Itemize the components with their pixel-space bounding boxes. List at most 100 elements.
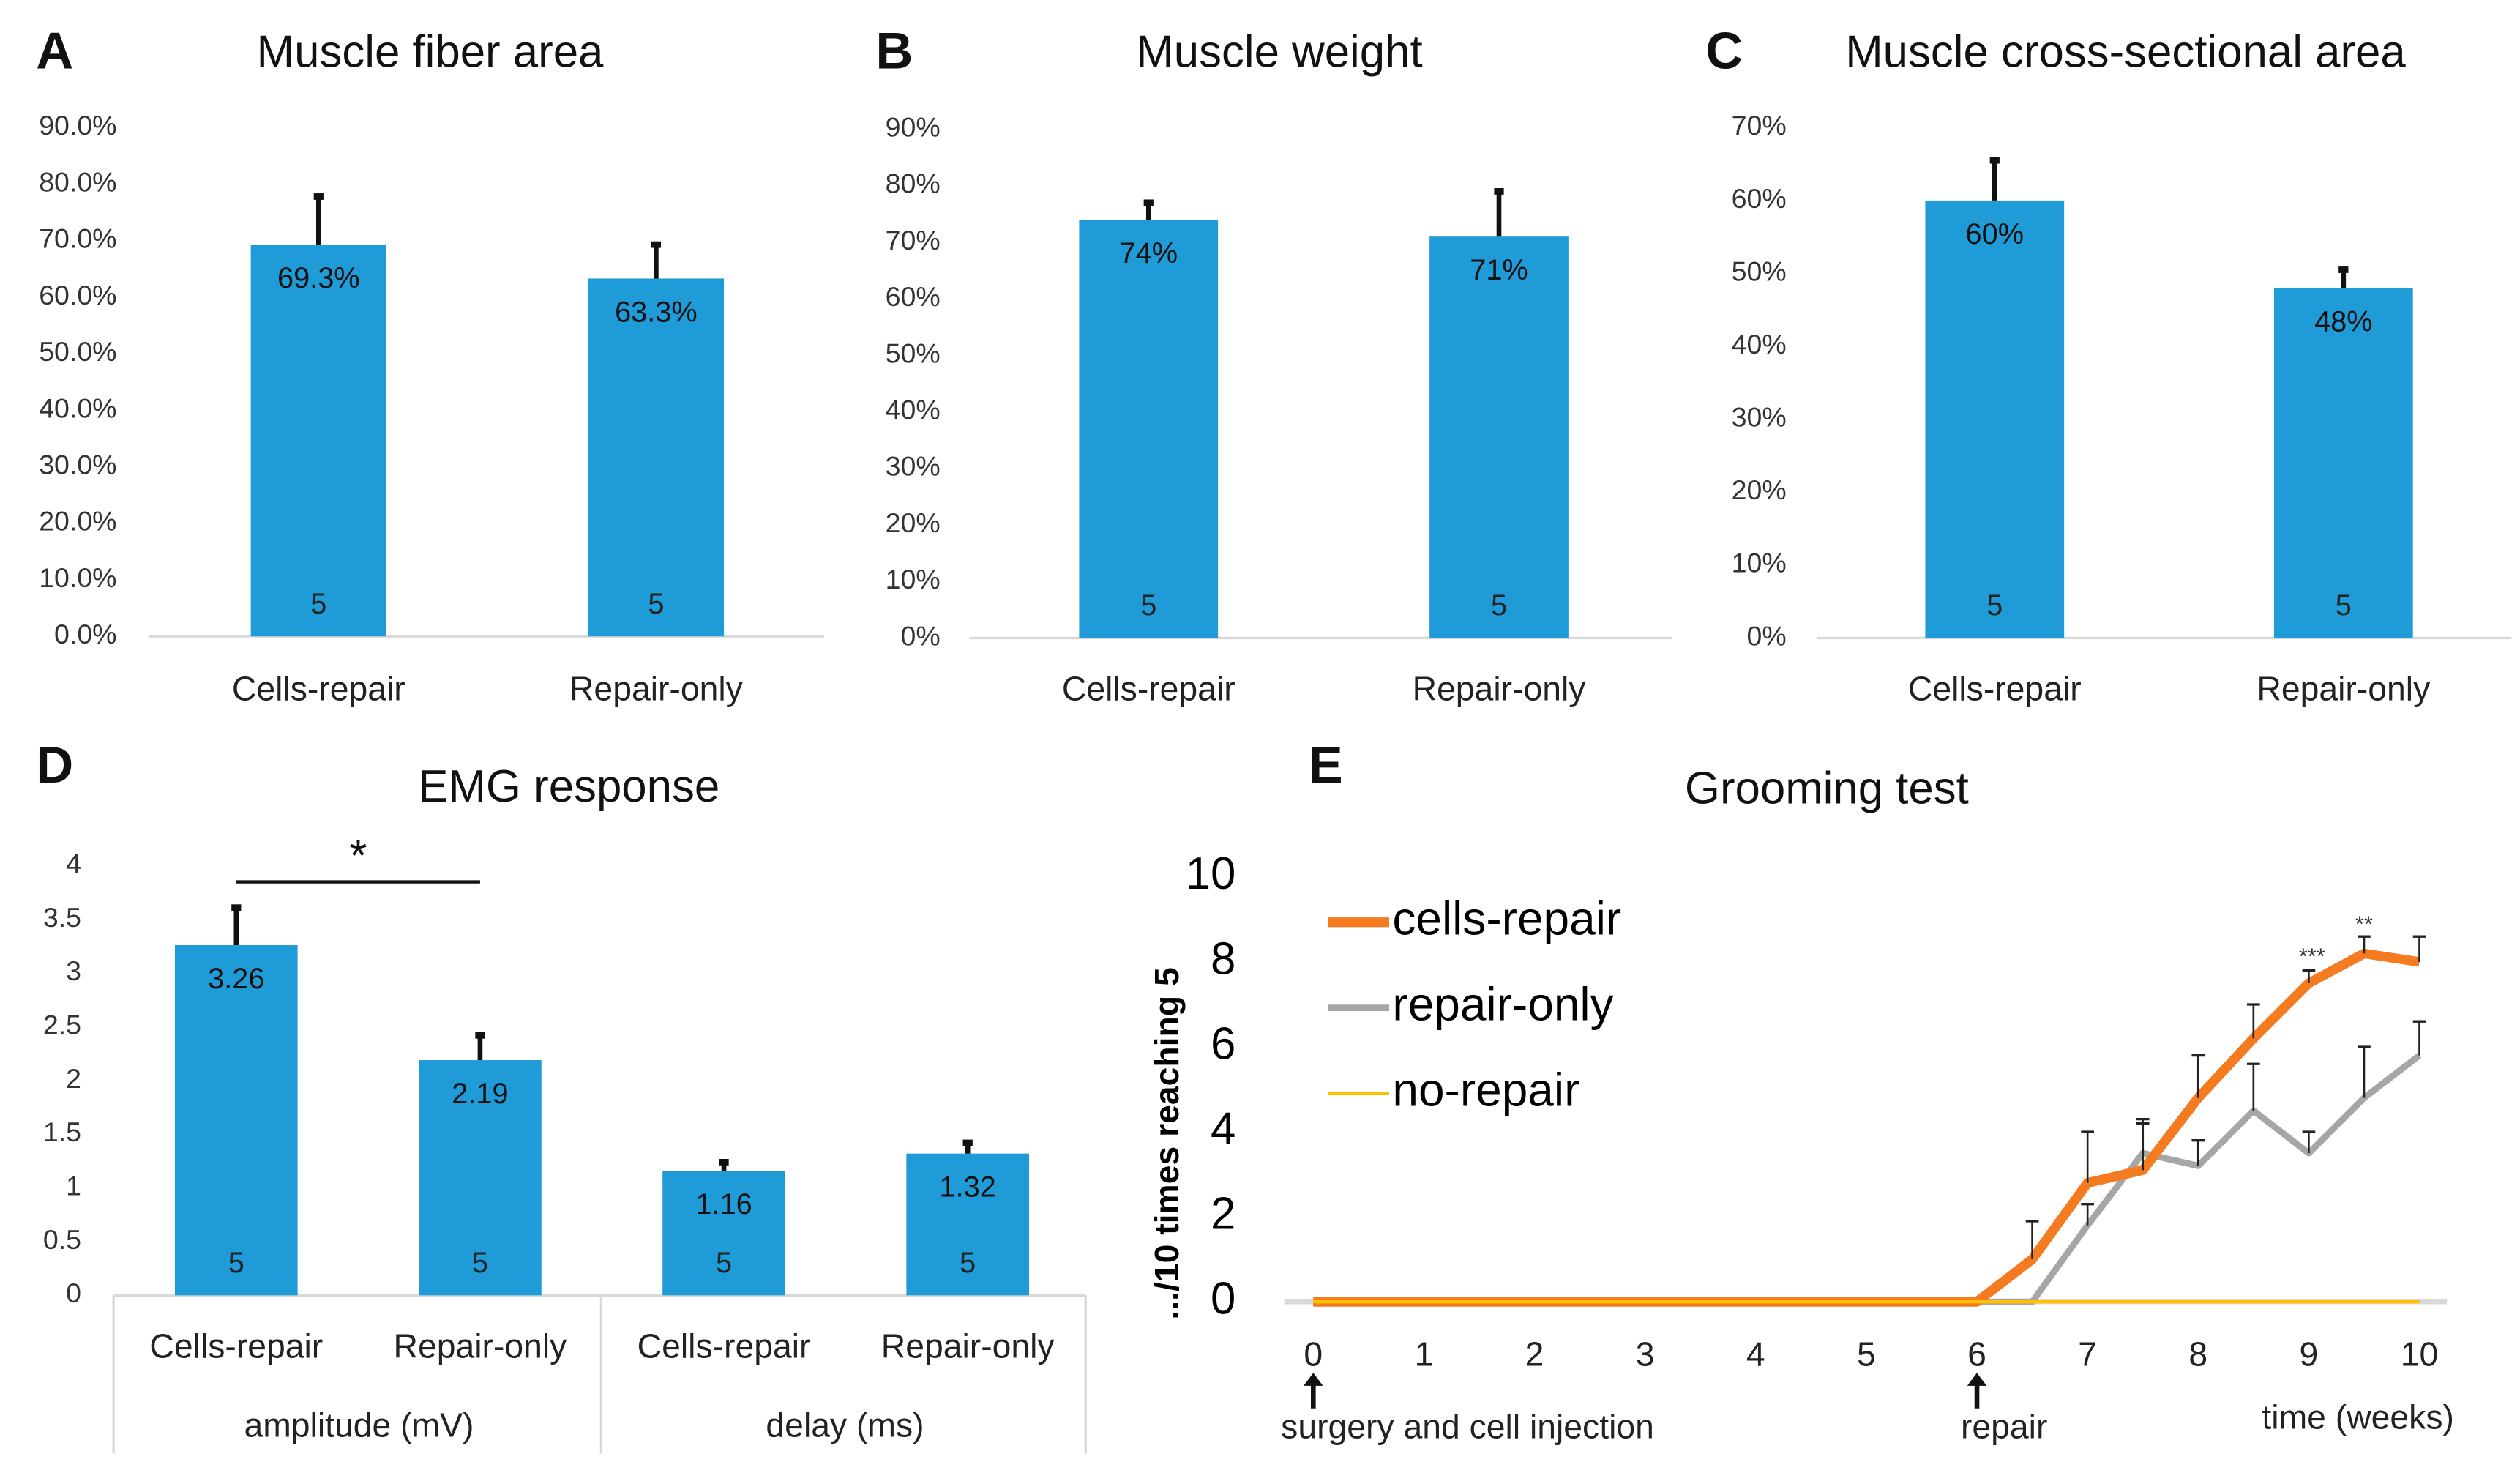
sample-size-label: 5 xyxy=(472,1247,488,1279)
x-tick-label: 10 xyxy=(2401,1335,2439,1373)
error-bar-cap xyxy=(962,1139,973,1146)
data-label: 1.32 xyxy=(940,1171,996,1204)
panel-letter-D: D xyxy=(36,736,73,794)
y-tick-label: 50.0% xyxy=(39,336,116,367)
panel-letter-A: A xyxy=(36,22,73,80)
x-group-label: delay (ms) xyxy=(766,1406,924,1444)
y-tick-label: 40.0% xyxy=(39,392,116,423)
annotation-label: surgery and cell injection xyxy=(1281,1408,1654,1446)
significance-stars: ** xyxy=(2355,911,2373,936)
y-tick-label: 3 xyxy=(66,955,81,986)
y-tick-label: 30.0% xyxy=(39,449,116,480)
y-tick-label: 70.0% xyxy=(39,223,116,254)
y-tick-label: 90.0% xyxy=(39,110,116,141)
y-tick-label: 80.0% xyxy=(39,166,116,197)
x-group-label: amplitude (mV) xyxy=(244,1406,474,1444)
y-tick-label: 20% xyxy=(886,507,941,538)
y-tick-label: 10 xyxy=(1186,849,1236,899)
y-tick-label: 0.0% xyxy=(54,619,116,649)
data-label: 3.26 xyxy=(208,963,264,995)
x-tick-label: 7 xyxy=(2078,1335,2097,1373)
data-label: 71% xyxy=(1470,254,1528,286)
data-label: 60% xyxy=(1966,218,2024,250)
y-tick-label: 4 xyxy=(66,848,81,879)
chart-title: Muscle weight xyxy=(1136,26,1422,77)
bar-D-1 xyxy=(419,1060,542,1296)
legend-label: cells-repair xyxy=(1392,892,1621,945)
x-category-label: Repair-only xyxy=(881,1327,1055,1365)
error-bar-cap xyxy=(2338,266,2349,273)
x-category-label: Cells-repair xyxy=(232,669,405,707)
y-tick-label: 60.0% xyxy=(39,280,116,310)
y-tick-label: 0% xyxy=(1746,620,1786,651)
x-tick-label: 0 xyxy=(1304,1335,1323,1373)
y-tick-label: 1.5 xyxy=(43,1116,81,1147)
y-axis-title: .../10 times reaching 5 xyxy=(1148,967,1186,1319)
y-tick-label: 10% xyxy=(886,564,941,594)
x-tick-label: 5 xyxy=(1857,1335,1876,1373)
panel-letter-E: E xyxy=(1309,736,1343,794)
y-tick-label: 70% xyxy=(1732,110,1787,141)
x-category-label: Repair-only xyxy=(394,1327,568,1365)
sample-size-label: 5 xyxy=(716,1247,732,1279)
x-tick-label: 3 xyxy=(1636,1335,1655,1373)
data-label: 1.16 xyxy=(695,1188,752,1220)
bar-D-3 xyxy=(906,1153,1030,1296)
y-tick-label: 70% xyxy=(886,225,941,256)
legend-label: no-repair xyxy=(1392,1063,1579,1116)
chart-title: Grooming test xyxy=(1685,763,1969,813)
y-tick-label: 2 xyxy=(66,1063,81,1094)
y-tick-label: 10.0% xyxy=(39,562,116,593)
bar-A-1 xyxy=(588,278,725,637)
data-label: 74% xyxy=(1120,237,1178,269)
bar-B-1 xyxy=(1429,236,1569,638)
x-tick-label: 6 xyxy=(1967,1335,1986,1373)
y-tick-label: 50% xyxy=(886,338,941,368)
error-bar-cap xyxy=(651,241,662,248)
error-bar-cap xyxy=(313,193,324,200)
error-bar-cap xyxy=(1143,199,1154,206)
bar-D-2 xyxy=(662,1171,785,1296)
error-bar-cap xyxy=(1494,188,1504,195)
error-bar-cap xyxy=(719,1158,729,1166)
y-tick-label: 6 xyxy=(1211,1018,1235,1069)
y-tick-label: 40% xyxy=(1732,329,1787,359)
y-tick-label: 2.5 xyxy=(43,1009,81,1040)
y-tick-label: 10% xyxy=(1732,548,1787,578)
y-tick-label: 90% xyxy=(886,111,941,142)
sample-size-label: 5 xyxy=(1986,589,2003,622)
x-category-label: Cells-repair xyxy=(1908,669,2082,707)
sample-size-label: 5 xyxy=(648,588,664,620)
y-tick-label: 0 xyxy=(66,1278,81,1308)
sample-size-label: 5 xyxy=(960,1247,976,1279)
y-tick-label: 50% xyxy=(1732,256,1787,286)
y-tick-label: 30% xyxy=(886,451,941,482)
arrow-up-icon-head xyxy=(1967,1373,1987,1386)
panel-letter-B: B xyxy=(875,22,913,80)
error-bar-cap xyxy=(1989,157,2000,164)
x-category-label: Repair-only xyxy=(569,669,744,707)
x-category-label: Cells-repair xyxy=(638,1327,811,1365)
panel-letter-C: C xyxy=(1705,22,1743,80)
sample-size-label: 5 xyxy=(1140,589,1156,622)
sample-size-label: 5 xyxy=(2336,589,2352,622)
x-category-label: Repair-only xyxy=(1413,669,1587,707)
y-tick-label: 3.5 xyxy=(43,902,81,933)
y-tick-label: 40% xyxy=(886,394,941,425)
bar-D-0 xyxy=(174,945,298,1296)
y-tick-label: 2 xyxy=(1211,1188,1235,1239)
x-tick-label: 1 xyxy=(1415,1335,1434,1373)
y-tick-label: 0 xyxy=(1211,1273,1235,1324)
x-tick-label: 4 xyxy=(1746,1335,1765,1373)
sample-size-label: 5 xyxy=(310,588,326,620)
y-tick-label: 80% xyxy=(886,168,941,199)
x-category-label: Cells-repair xyxy=(1062,669,1235,707)
x-category-label: Repair-only xyxy=(2257,669,2431,707)
chart-title: Muscle cross-sectional area xyxy=(1845,26,2406,77)
sample-size-label: 5 xyxy=(228,1247,244,1279)
bar-B-0 xyxy=(1079,220,1219,638)
significance-star: * xyxy=(349,831,367,881)
y-tick-label: 20% xyxy=(1732,474,1787,505)
bar-C-1 xyxy=(2273,288,2413,638)
